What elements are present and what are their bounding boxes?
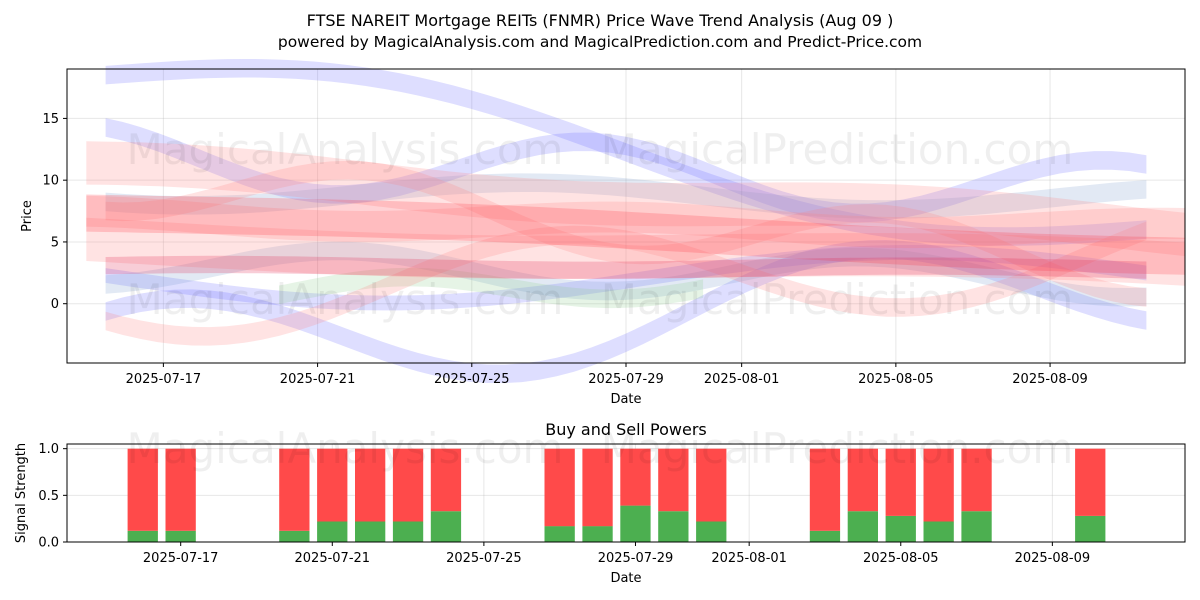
signal-x-tick-label: 2025-07-25 (446, 551, 522, 566)
price-x-tick-label: 2025-08-09 (1012, 372, 1088, 387)
chart-subtitle: powered by MagicalAnalysis.com and Magic… (278, 33, 922, 51)
watermark-mid-left: MagicalAnalysis.com (127, 275, 564, 324)
buy-bar (317, 521, 348, 542)
price-grid (67, 69, 1185, 363)
buy-bar (961, 511, 992, 542)
price-wave-band (86, 141, 1185, 257)
price-wave-band (105, 118, 1147, 223)
sell-bar (923, 448, 954, 522)
price-x-ticks: 2025-07-17 2025-07-21 2025-07-25 2025-07-29… (126, 363, 1088, 387)
price-x-tick-label: 2025-07-25 (434, 372, 510, 387)
buy-bar (885, 515, 916, 542)
signal-x-label: Date (610, 571, 641, 586)
buy-bar (165, 530, 196, 542)
sell-bar (165, 448, 196, 531)
sell-bar (392, 448, 424, 522)
price-y-tick-label: 10 (42, 174, 59, 189)
sell-bar (961, 448, 992, 512)
price-wave-band (105, 240, 1147, 384)
sell-bar (1075, 448, 1106, 516)
signal-panel: Buy and Sell Powers MagicalAnalysis.com … (14, 420, 1186, 586)
signal-y-tick-label: 0.5 (38, 489, 59, 504)
price-x-tick-label: 2025-07-21 (280, 372, 356, 387)
sell-bar (658, 448, 689, 512)
buy-bar (620, 505, 651, 542)
signal-x-tick-label: 2025-08-09 (1015, 551, 1091, 566)
sell-bar (430, 448, 462, 512)
signal-y-tick-label: 1.0 (38, 442, 59, 457)
signal-y-tick-label: 0.0 (38, 536, 59, 551)
sell-bar (620, 448, 651, 506)
price-x-tick-label: 2025-07-17 (126, 372, 202, 387)
signal-y-label: Signal Strength (14, 443, 29, 543)
sell-bar (279, 448, 310, 531)
signal-x-tick-label: 2025-07-29 (598, 551, 674, 566)
buy-bar (923, 521, 954, 542)
sell-bar (885, 448, 916, 516)
price-wave-band (279, 267, 704, 309)
signal-y-ticks: 0.0 0.5 1.0 (38, 442, 67, 551)
price-wave-band (105, 245, 1147, 311)
signal-x-tick-label: 2025-08-05 (863, 551, 939, 566)
buy-bar (582, 526, 613, 542)
price-wave-band (105, 241, 1147, 307)
sell-bar (696, 448, 727, 522)
buy-bar (847, 511, 878, 542)
watermark-top-left: MagicalAnalysis.com (127, 125, 564, 174)
buy-bar (430, 511, 462, 542)
signal-x-tick-label: 2025-07-17 (143, 551, 219, 566)
price-y-tick-label: 0 (51, 297, 59, 312)
signal-x-tick-label: 2025-07-21 (295, 551, 371, 566)
price-wave-band (86, 195, 1185, 249)
price-x-tick-label: 2025-08-01 (704, 372, 780, 387)
sell-bar (809, 448, 841, 531)
price-x-tick-label: 2025-07-29 (588, 372, 664, 387)
buy-bar (809, 530, 841, 542)
price-wave-band (105, 59, 1147, 246)
signal-x-tick-label: 2025-08-01 (711, 551, 787, 566)
sell-bar (355, 448, 386, 522)
sell-bar (582, 448, 613, 527)
sell-bar (127, 448, 158, 531)
sell-bar (847, 448, 878, 512)
chart-title: FTSE NAREIT Mortgage REITs (FNMR) Price … (307, 11, 894, 30)
price-wave-band (105, 255, 1147, 279)
signal-x-ticks: 2025-07-17 2025-07-21 2025-07-25 2025-07-29… (143, 542, 1090, 566)
buy-bar (355, 521, 386, 542)
watermark-top-right: MagicalPrediction.com (601, 125, 1074, 174)
price-wave-band (86, 217, 1185, 286)
price-wave-band (105, 221, 1147, 346)
price-y-tick-label: 5 (51, 235, 59, 250)
price-y-ticks: 0 5 10 15 (42, 112, 67, 312)
buy-bar (279, 530, 310, 542)
buy-bar (658, 511, 689, 542)
price-wave-panel: MagicalAnalysis.com MagicalPrediction.co… (20, 59, 1186, 407)
price-x-tick-label: 2025-08-05 (858, 372, 934, 387)
price-wave-bands (86, 59, 1185, 384)
watermark-mid-right: MagicalPrediction.com (601, 275, 1074, 324)
price-wave-band (86, 194, 1185, 275)
sell-bar (317, 448, 348, 522)
price-x-label: Date (610, 392, 641, 407)
signal-plot-frame (66, 443, 1186, 543)
buy-bar (544, 526, 575, 542)
buy-bar (392, 521, 424, 542)
signal-bars (127, 448, 1106, 542)
buy-bar (1075, 515, 1106, 542)
buy-bar (696, 521, 727, 542)
sell-bar (544, 448, 575, 527)
watermark-bottom-right: MagicalPrediction.com (601, 424, 1074, 473)
price-y-label: Price (20, 200, 35, 232)
watermark-bottom-left: MagicalAnalysis.com (127, 424, 564, 473)
price-wave-band (105, 173, 1147, 219)
buy-bar (127, 530, 158, 542)
signal-panel-title: Buy and Sell Powers (545, 420, 707, 439)
price-y-tick-label: 15 (42, 112, 59, 127)
